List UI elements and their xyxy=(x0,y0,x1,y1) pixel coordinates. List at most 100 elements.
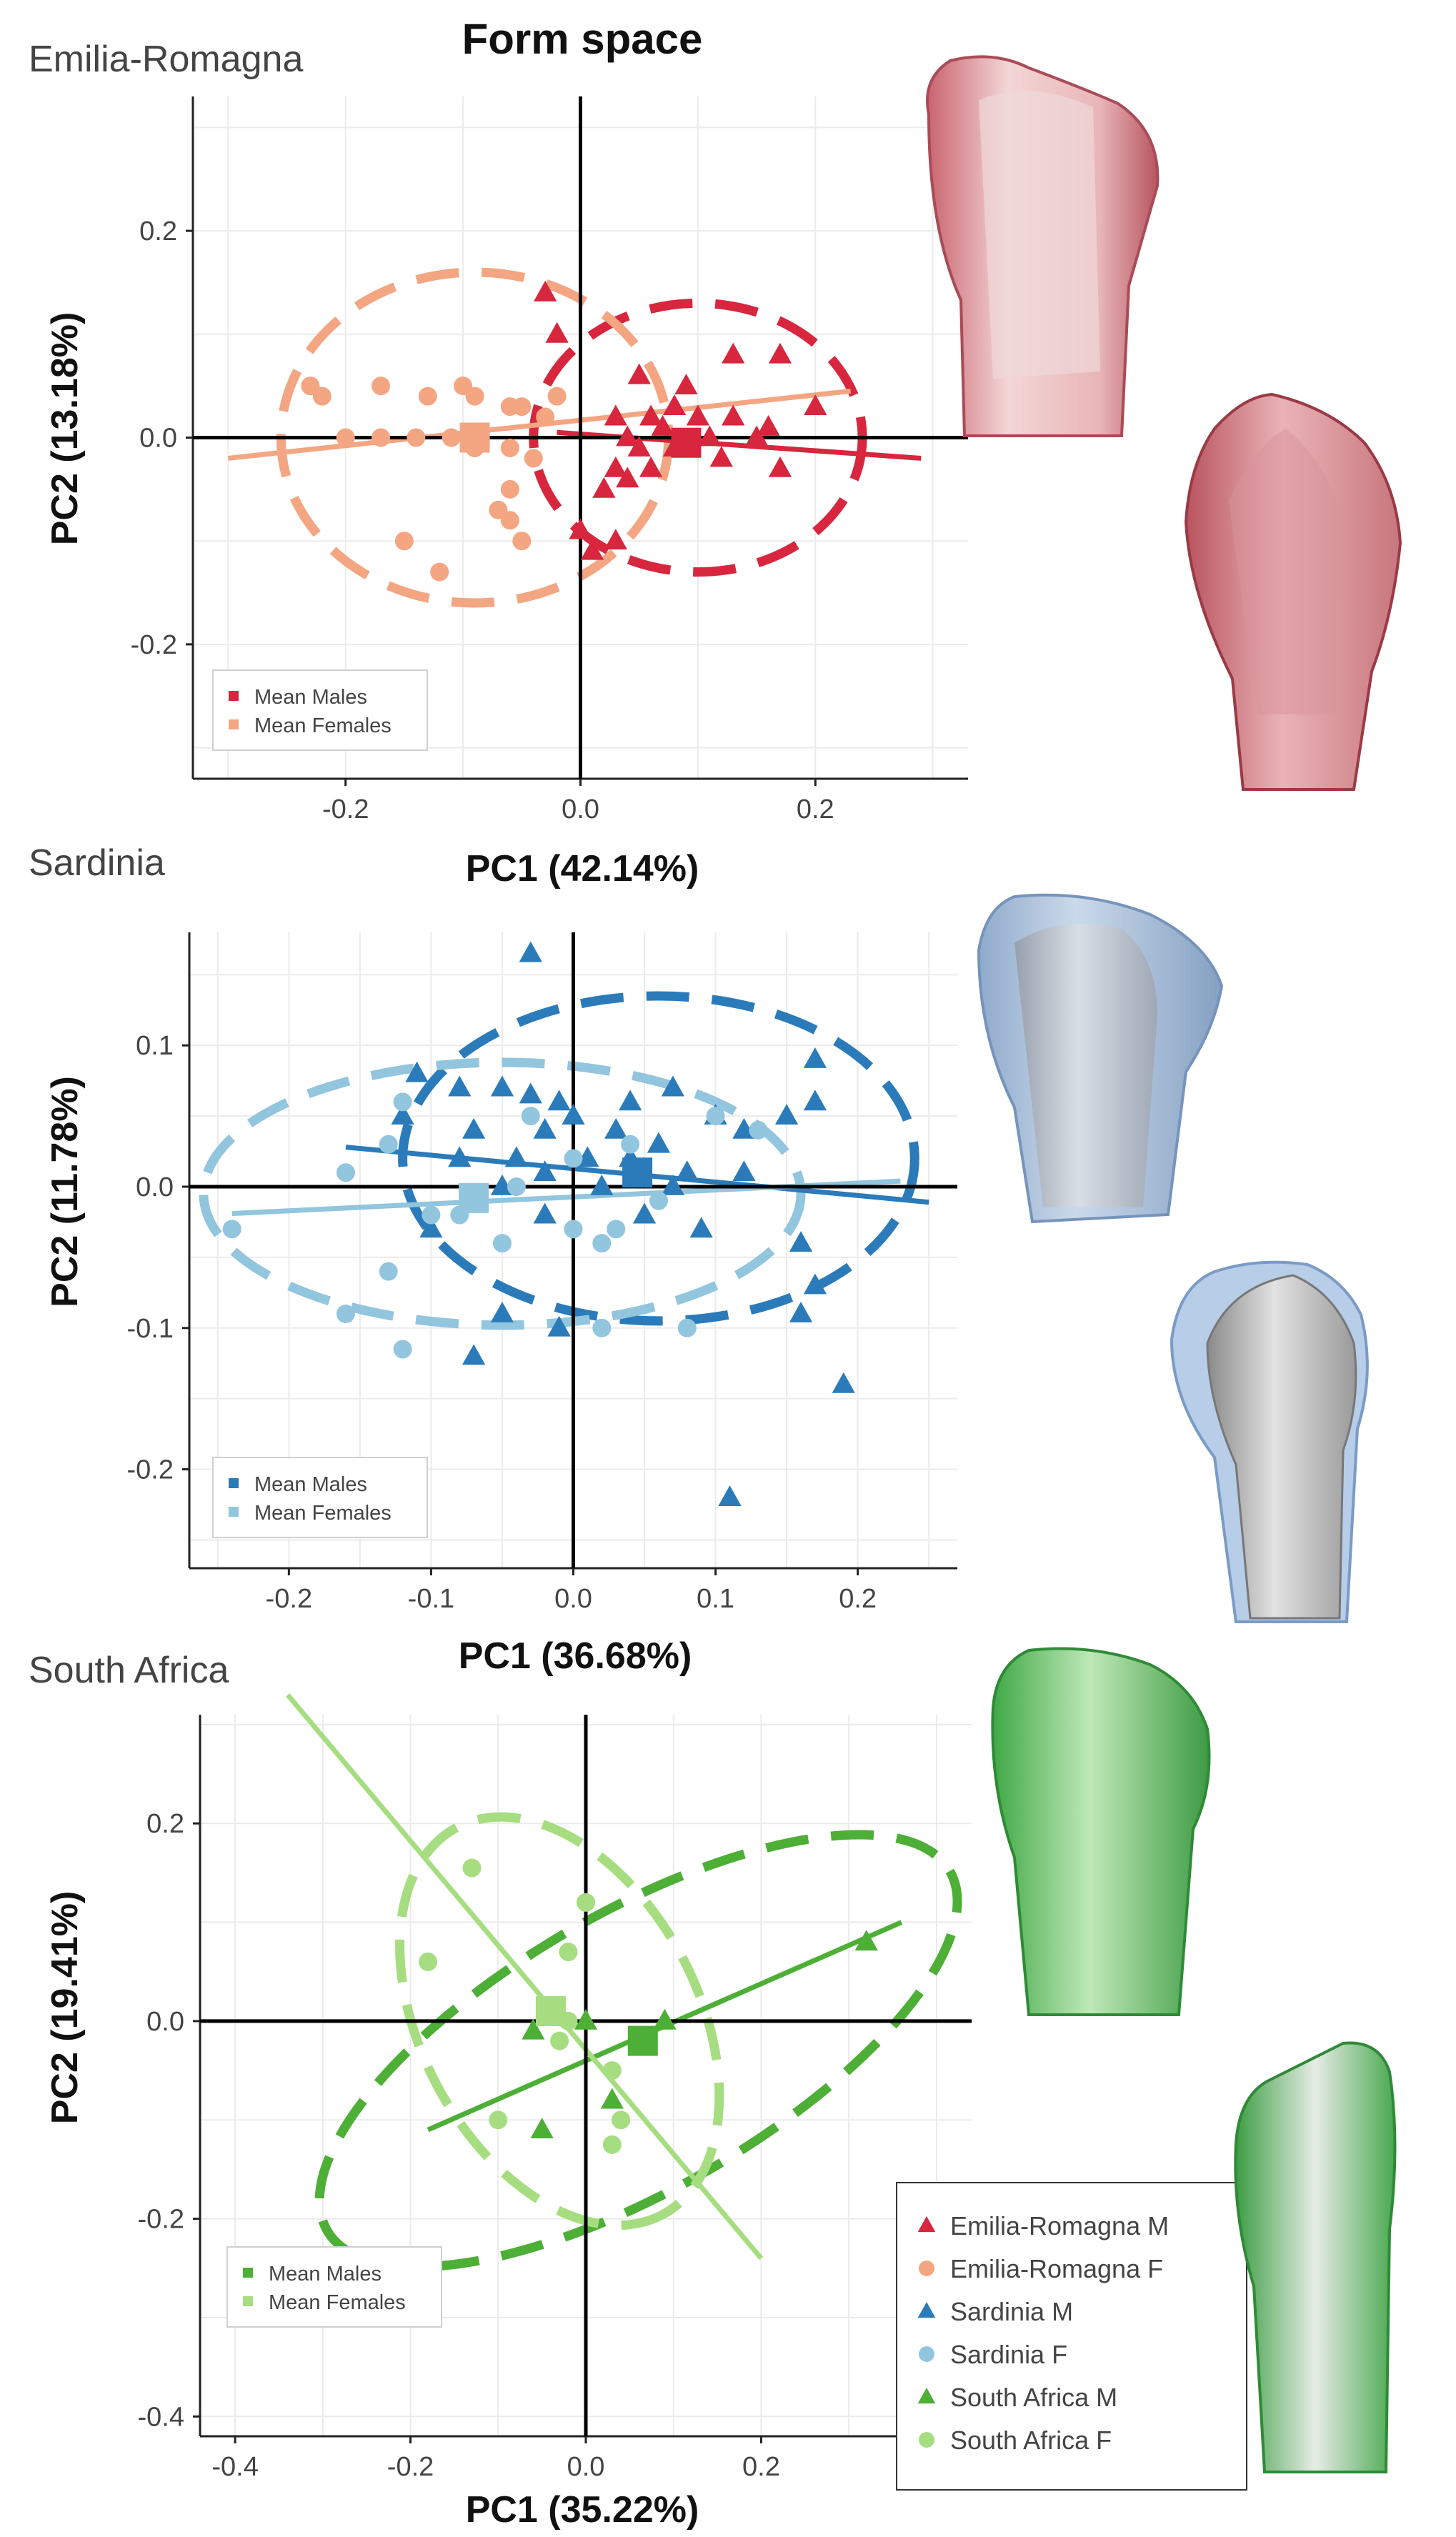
data-point-female xyxy=(462,1858,482,1878)
data-point-female xyxy=(492,1234,512,1253)
data-point-male xyxy=(405,1061,429,1082)
legend-mean-females: Mean Females xyxy=(254,1502,392,1525)
legend-mean-females: Mean Females xyxy=(254,714,392,737)
data-point-female xyxy=(559,1943,578,1962)
data-point-male xyxy=(803,1047,827,1068)
y-tick-label: -0.2 xyxy=(131,630,177,660)
x-tick-label: 0.2 xyxy=(839,1584,877,1614)
group-legend-swatch xyxy=(919,2432,934,2448)
data-point-male xyxy=(547,1090,571,1111)
data-point-female xyxy=(564,1149,583,1168)
data-point-male xyxy=(590,1175,614,1195)
data-point-male xyxy=(600,2088,624,2109)
data-point-male xyxy=(519,941,542,962)
data-point-male xyxy=(639,404,663,426)
data-point-male xyxy=(744,425,769,447)
x-tick-label: -0.1 xyxy=(408,1584,454,1614)
x-tick-label: -0.2 xyxy=(322,794,369,824)
data-point-female xyxy=(394,532,414,551)
data-point-male xyxy=(686,404,710,426)
group-means xyxy=(459,422,702,458)
data-point-female xyxy=(512,532,532,551)
emilia-bone-1 xyxy=(926,55,1160,437)
group-legend-label: Sardinia M xyxy=(950,2297,1073,2326)
data-point-male xyxy=(722,342,745,364)
data-point-male xyxy=(448,1075,472,1097)
data-point-male xyxy=(533,1202,557,1224)
mean-legend: Mean Males Mean Females xyxy=(212,669,428,751)
data-point-male xyxy=(533,1117,557,1139)
x-axis-title: PC1 (36.68%) xyxy=(459,1635,692,1677)
y-tick-label: 0.0 xyxy=(139,424,177,454)
data-point-male xyxy=(661,1175,685,1195)
data-point-male xyxy=(627,363,651,384)
group-means xyxy=(459,1157,653,1213)
data-point-female xyxy=(564,1220,583,1239)
legend-mean-males-swatch xyxy=(229,691,239,701)
y-tick-label: 0.1 xyxy=(136,1031,174,1061)
legend-mean-males: Mean Males xyxy=(254,686,367,709)
data-point-male xyxy=(391,1104,414,1125)
confidence-ellipse-females xyxy=(199,1057,806,1330)
group-legend-label: Emilia-Romagna F xyxy=(950,2254,1163,2283)
data-point-female xyxy=(422,1205,441,1225)
data-point-female xyxy=(547,387,567,406)
data-point-female xyxy=(507,1177,526,1196)
data-point-female xyxy=(621,1135,640,1154)
tick-labels: -0.2 -0.1 0.0 0.1 0.2 -0.2 -0.1 0.0 0.1 xyxy=(127,1031,877,1614)
data-point-female xyxy=(393,1340,412,1359)
data-point-male xyxy=(718,1485,742,1507)
mean-marker-females xyxy=(535,1996,566,2027)
data-point-male xyxy=(562,1104,585,1125)
data-point-male xyxy=(533,1160,557,1182)
data-point-male xyxy=(530,2118,554,2138)
data-point-male xyxy=(604,456,627,477)
group-legend-swatch xyxy=(919,2261,934,2276)
data-point-female xyxy=(749,1120,768,1140)
data-point-female xyxy=(465,387,484,406)
data-point-female xyxy=(372,377,391,396)
data-point-male xyxy=(768,342,792,364)
y-tick-label: 0.0 xyxy=(136,1172,174,1202)
data-point-female xyxy=(442,428,461,447)
data-point-male xyxy=(462,1344,486,1365)
y-tick-label: 0.0 xyxy=(146,2007,184,2037)
data-point-female xyxy=(379,1135,398,1154)
y-axis-title: PC2 (19.41%) xyxy=(44,1891,86,2125)
confidence-ellipse-females xyxy=(395,1812,724,2231)
y-tick-label: 0.2 xyxy=(139,216,177,246)
y-axis-title: PC2 (11.78%) xyxy=(44,1076,86,1307)
legend-mean-males: Mean Males xyxy=(254,1473,367,1496)
mean-marker-males xyxy=(622,1157,653,1188)
data-point-male xyxy=(689,1217,713,1238)
x-tick-label: -0.2 xyxy=(387,2452,434,2482)
mean-legend: Mean Males Mean Females xyxy=(226,2246,442,2328)
data-point-male xyxy=(674,374,698,395)
data-point-female xyxy=(536,407,555,427)
data-point-male xyxy=(732,1160,756,1182)
data-point-female xyxy=(489,500,508,519)
data-point-female xyxy=(419,1952,438,1971)
data-point-male xyxy=(580,539,604,560)
data-point-male xyxy=(616,467,639,488)
data-point-male xyxy=(709,446,733,467)
data-point-male xyxy=(604,404,627,426)
data-point-female xyxy=(407,428,426,447)
confidence-ellipse-males xyxy=(398,991,919,1326)
south-africa-panel: South Africa PC1 (35.22%) PC2 (19.41%) -… xyxy=(29,1650,972,2531)
data-point-male xyxy=(632,1202,657,1224)
data-point-female xyxy=(607,1220,626,1239)
data-point-female xyxy=(612,2110,631,2130)
regression-lines xyxy=(286,1693,903,2261)
data-point-female xyxy=(500,479,519,499)
data-point-male xyxy=(774,1104,799,1125)
mean-marker-females xyxy=(459,422,490,453)
panel-label-emilia-romagna: Emilia-Romagna xyxy=(29,39,303,80)
data-point-male xyxy=(789,1231,813,1252)
data-point-female xyxy=(512,397,532,417)
tick-labels: -0.4-0.20.00.20.4-0.4-0.20.00.2 xyxy=(138,1809,956,2482)
x-axis-title: PC1 (42.14%) xyxy=(466,848,699,889)
group-legend-swatch xyxy=(917,2388,936,2404)
confidence-ellipses xyxy=(199,991,919,1330)
data-point-female xyxy=(336,1163,355,1182)
